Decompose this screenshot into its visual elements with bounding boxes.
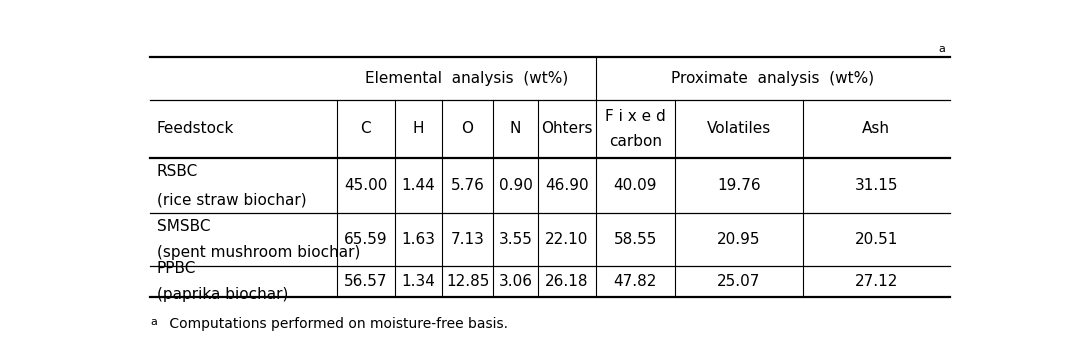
Text: 1.63: 1.63 (401, 232, 435, 247)
Text: a: a (150, 317, 157, 327)
Text: RSBC: RSBC (157, 164, 198, 178)
Text: F i x e d: F i x e d (605, 109, 666, 124)
Text: carbon: carbon (608, 134, 662, 149)
Text: 20.95: 20.95 (717, 232, 760, 247)
Text: 3.55: 3.55 (498, 232, 532, 247)
Text: 56.57: 56.57 (344, 274, 387, 289)
Text: (spent mushroom biochar): (spent mushroom biochar) (157, 245, 360, 260)
Text: 19.76: 19.76 (717, 178, 761, 193)
Text: O: O (462, 121, 474, 136)
Text: Elemental  analysis  (wt%): Elemental analysis (wt%) (365, 71, 568, 86)
Text: 65.59: 65.59 (344, 232, 387, 247)
Text: 12.85: 12.85 (446, 274, 490, 289)
Text: 47.82: 47.82 (614, 274, 657, 289)
Text: a: a (939, 44, 945, 54)
Text: (paprika biochar): (paprika biochar) (157, 287, 289, 302)
Text: 1.44: 1.44 (401, 178, 435, 193)
Text: SMSBC: SMSBC (157, 219, 211, 234)
Text: PPBC: PPBC (157, 261, 197, 276)
Text: 5.76: 5.76 (450, 178, 484, 193)
Text: 31.15: 31.15 (854, 178, 898, 193)
Text: 40.09: 40.09 (614, 178, 657, 193)
Text: 1.34: 1.34 (401, 274, 435, 289)
Text: H: H (413, 121, 424, 136)
Text: 22.10: 22.10 (545, 232, 589, 247)
Text: 58.55: 58.55 (614, 232, 657, 247)
Text: 27.12: 27.12 (854, 274, 898, 289)
Text: Computations performed on moisture-free basis.: Computations performed on moisture-free … (165, 317, 508, 331)
Text: Proximate  analysis  (wt%): Proximate analysis (wt%) (671, 71, 874, 86)
Text: Volatiles: Volatiles (707, 121, 771, 136)
Text: Ohters: Ohters (541, 121, 592, 136)
Text: 0.90: 0.90 (498, 178, 532, 193)
Text: (rice straw biochar): (rice straw biochar) (157, 192, 307, 207)
Text: Ash: Ash (863, 121, 890, 136)
Text: Proximate  analysis  (wt%): Proximate analysis (wt%) (671, 71, 874, 86)
Text: 7.13: 7.13 (450, 232, 484, 247)
Text: 46.90: 46.90 (545, 178, 589, 193)
Text: Feedstock: Feedstock (157, 121, 234, 136)
Text: C: C (360, 121, 371, 136)
Text: N: N (510, 121, 522, 136)
Text: 3.06: 3.06 (498, 274, 532, 289)
Text: 26.18: 26.18 (545, 274, 589, 289)
Text: 20.51: 20.51 (854, 232, 898, 247)
Text: 45.00: 45.00 (344, 178, 387, 193)
Text: 25.07: 25.07 (717, 274, 760, 289)
